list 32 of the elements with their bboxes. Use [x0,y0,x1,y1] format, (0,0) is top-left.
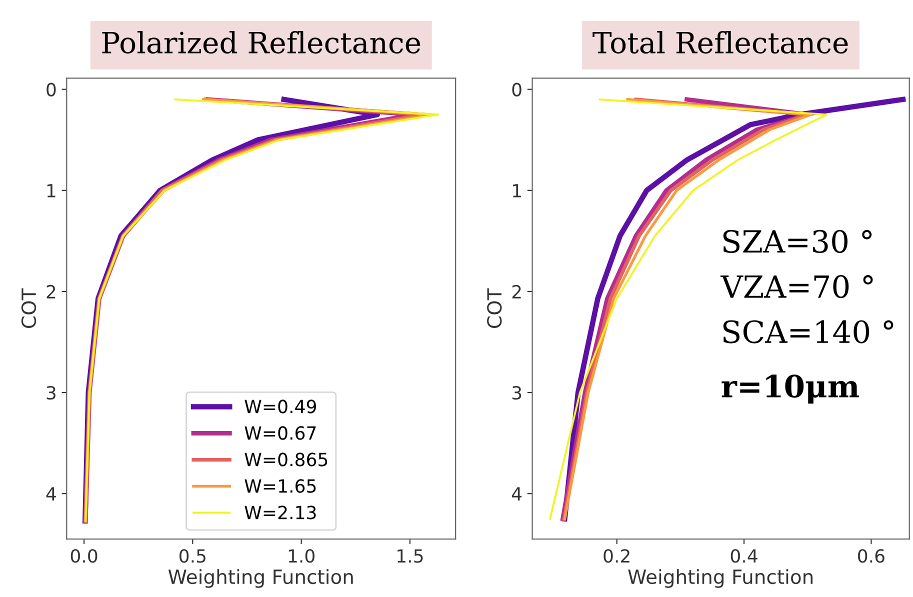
y-tick-label: 2 [512,284,521,298]
y-tick-label: 4 [512,487,522,500]
legend-label: W=0.865 [244,452,328,466]
y-tick-label: 0 [512,82,522,96]
legend-label: W=2.13 [244,506,316,520]
x-axis-title: Weighting Function [168,569,353,588]
annotation: r=10μm [722,374,860,404]
y-tick-label: 4 [46,487,56,500]
x-axis-title: Weighting Function [628,569,813,588]
x-tick-label: 0.5 [180,549,206,563]
y-tick-label: 1 [47,184,56,198]
legend-label: W=1.65 [244,479,316,493]
x-tick-label: 0.0 [70,549,98,563]
chart-title: Total Reflectance [592,31,848,54]
annotation: SZA=30 ° [723,230,872,253]
annotation: SCA=140 ° [723,320,894,344]
legend-label: W=0.49 [244,400,316,414]
y-axis-title: COT [487,288,502,328]
x-tick-label: 0.6 [858,549,884,563]
y-axis-title: COT [21,288,36,328]
x-tick-label: 1.0 [288,549,314,563]
legend-label: W=0.67 [244,426,316,440]
y-tick-label: 1 [513,184,521,198]
chart-title: Polarized Reflectance [102,31,420,54]
y-tick-label: 3 [512,386,522,400]
y-tick-label: 2 [46,284,56,298]
y-tick-label: 3 [46,386,56,400]
y-tick-label: 0 [46,82,56,96]
annotation: VZA=70 ° [720,275,873,298]
x-tick-label: 1.5 [398,549,423,563]
x-tick-label: 0.2 [604,549,630,563]
x-tick-label: 0.4 [730,549,758,563]
